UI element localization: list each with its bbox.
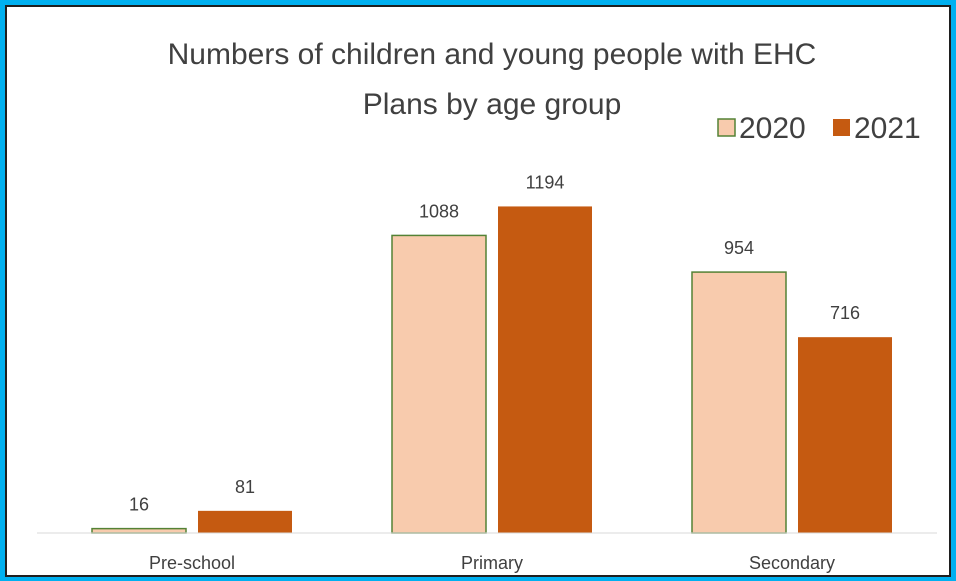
bar-2021-primary bbox=[498, 206, 592, 534]
bar-2020-primary bbox=[391, 234, 487, 534]
data-label-2020-secondary: 954 bbox=[724, 238, 754, 258]
bar-2020-pre-school bbox=[91, 527, 187, 534]
legend: 2020 2021 bbox=[717, 112, 921, 145]
category-labels-group: Pre-school Primary Secondary bbox=[149, 553, 835, 573]
chart-title-line-1: Numbers of children and young people wit… bbox=[168, 38, 817, 71]
legend-label-2021: 2021 bbox=[854, 112, 921, 145]
chart-title-line-2: Plans by age group bbox=[363, 88, 622, 121]
data-label-2020-pre-school: 16 bbox=[129, 495, 149, 515]
data-label-2020-primary: 1088 bbox=[419, 201, 459, 221]
bar-chart: Numbers of children and young people wit… bbox=[37, 38, 937, 573]
data-labels-group: 16 81 1088 1194 954 716 bbox=[129, 172, 860, 514]
category-label-secondary: Secondary bbox=[749, 553, 835, 573]
legend-swatch-2020 bbox=[717, 118, 736, 137]
chart-frame: Numbers of children and young people wit… bbox=[5, 5, 951, 577]
legend-swatch-2021 bbox=[833, 119, 850, 136]
data-label-2021-primary: 1194 bbox=[526, 172, 565, 192]
bars-group bbox=[91, 206, 892, 534]
bar-2021-secondary bbox=[798, 337, 892, 533]
bar-2021-pre-school bbox=[198, 510, 292, 533]
bar-2020-secondary bbox=[691, 271, 787, 534]
data-label-2021-pre-school: 81 bbox=[235, 477, 255, 497]
category-label-pre-school: Pre-school bbox=[149, 553, 235, 573]
category-label-primary: Primary bbox=[461, 553, 523, 573]
legend-label-2020: 2020 bbox=[739, 112, 806, 145]
data-label-2021-secondary: 716 bbox=[830, 303, 860, 323]
